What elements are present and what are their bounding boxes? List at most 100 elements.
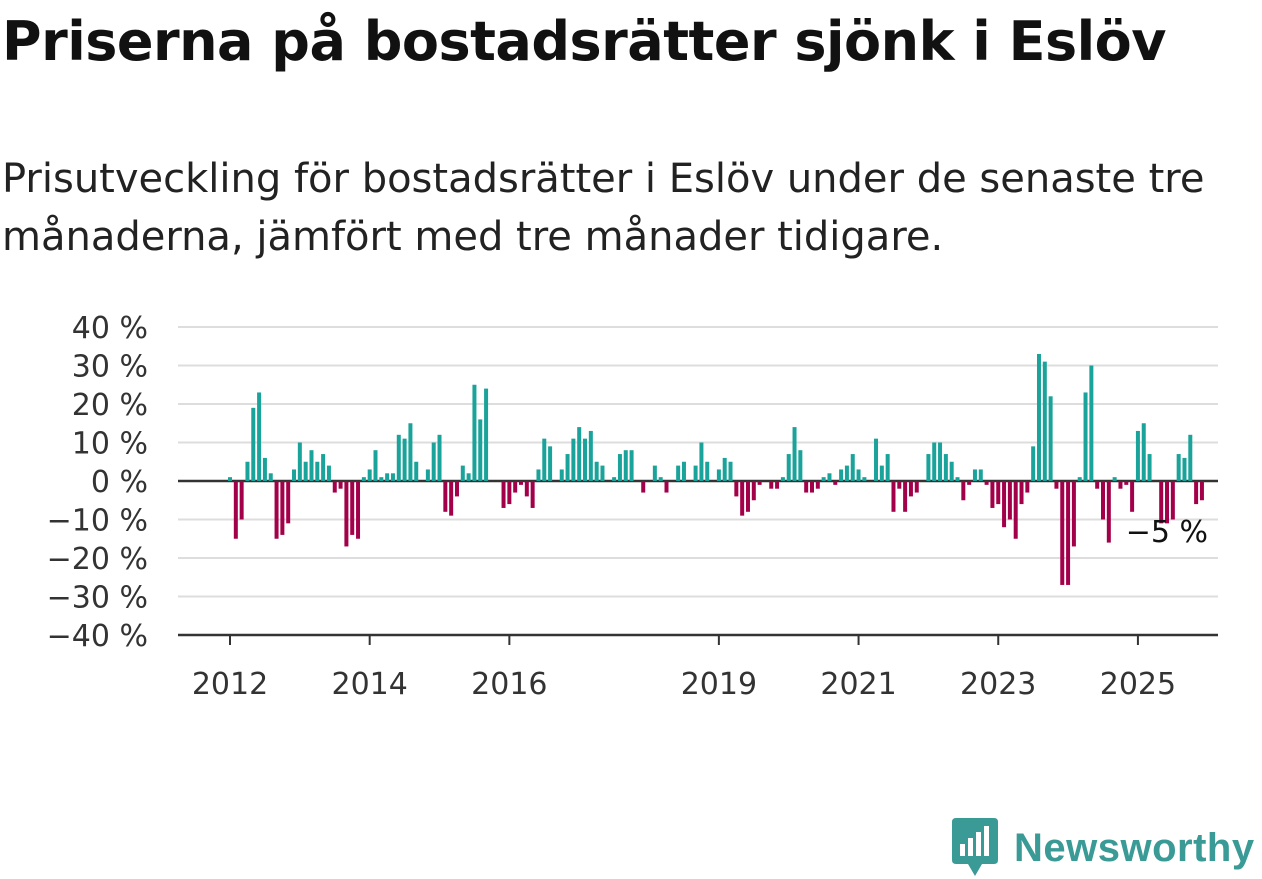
x-axis-ticks: 2012 2014 2016 2019 2021 2023 2025 [192,635,1176,702]
bars [228,353,1204,585]
bar [652,465,657,481]
x-tick-label: 2016 [471,667,547,702]
bar [664,481,669,493]
bar [821,477,826,481]
bar [379,477,384,481]
bar [577,427,582,481]
bar [705,461,710,481]
bar [932,442,937,481]
bar [268,473,273,481]
bar [524,481,529,497]
bar [484,388,489,481]
bar [1066,481,1071,585]
bar [466,473,471,481]
bar [1077,477,1082,481]
bar [431,442,436,481]
bar [693,465,698,481]
bar [955,477,960,481]
bar [1083,392,1088,481]
bar [332,481,337,493]
bar [519,481,523,485]
bar [1194,481,1199,505]
bar [548,446,553,481]
bar [1130,481,1135,512]
y-tick-label: −20 % [47,542,148,577]
bar [1135,430,1140,481]
bar [408,423,413,481]
bar [676,465,681,481]
bar [856,469,861,481]
bar [1101,481,1105,520]
bar [629,450,634,481]
bar [251,407,256,481]
x-tick-label: 2019 [681,667,757,702]
bar [1112,477,1117,481]
x-tick-label: 2014 [332,667,408,702]
bar [961,481,966,501]
bar [559,469,564,481]
bar [536,469,541,481]
newsworthy-logo-text: Newsworthy [1014,825,1255,870]
bar [827,473,832,481]
bar [367,469,372,481]
newsworthy-logo: Newsworthy [950,818,1255,878]
bar [1118,481,1123,489]
y-tick-label: 10 % [72,427,148,462]
bar [385,473,390,481]
bar [239,481,244,520]
bar [390,473,395,481]
bar [757,481,762,485]
chart-title: Priserna på bostadsrätter sjönk i Eslöv [2,10,1166,73]
bar [402,438,407,481]
bar [396,434,401,481]
bar [594,461,599,481]
bar [280,481,285,535]
bar [1060,481,1065,585]
bar [775,481,780,489]
bar [699,442,704,481]
bar [681,461,686,481]
y-axis-ticks: 40 % 30 %20 % 10 %0 % −10 %−20 % −30 %−40 % [47,311,148,654]
chart-subtitle: Prisutveckling för bostadsrätter i Eslöv… [2,156,1205,260]
bar [839,469,844,481]
x-tick-label: 2021 [820,667,896,702]
bar [460,465,465,481]
bar [583,438,588,481]
y-tick-label: 40 % [72,311,148,346]
bar [1007,481,1012,520]
y-tick-label: 0 % [91,465,148,500]
bar [885,454,890,481]
bar [309,450,314,481]
bar [926,454,931,481]
bar [1124,481,1129,485]
bar [862,477,867,481]
bar [507,481,512,505]
bar [338,481,343,489]
bar [996,481,1001,505]
bar [617,454,622,481]
bar [1036,353,1041,481]
bar [449,481,454,516]
bar [978,469,983,481]
bar-chart: 40 %30 %20 %10 %0 %−10 %−20 %−30 %−40 % … [47,311,1218,702]
x-tick-label: 2025 [1100,667,1176,702]
bar [292,469,297,481]
bar [612,477,617,481]
bar [571,438,576,481]
bar [990,481,995,508]
bar [286,481,291,524]
bar [542,438,547,481]
y-tick-label: 20 % [72,388,148,423]
bar [792,427,797,481]
bar [798,450,803,481]
y-tick-label: −30 % [47,581,148,616]
bar [641,481,646,493]
bar [373,450,378,481]
bar [1147,454,1152,481]
bar [786,454,791,481]
bar [472,384,477,481]
bar [326,465,331,481]
bar [228,477,232,481]
bar [908,481,913,497]
bar [274,481,279,539]
